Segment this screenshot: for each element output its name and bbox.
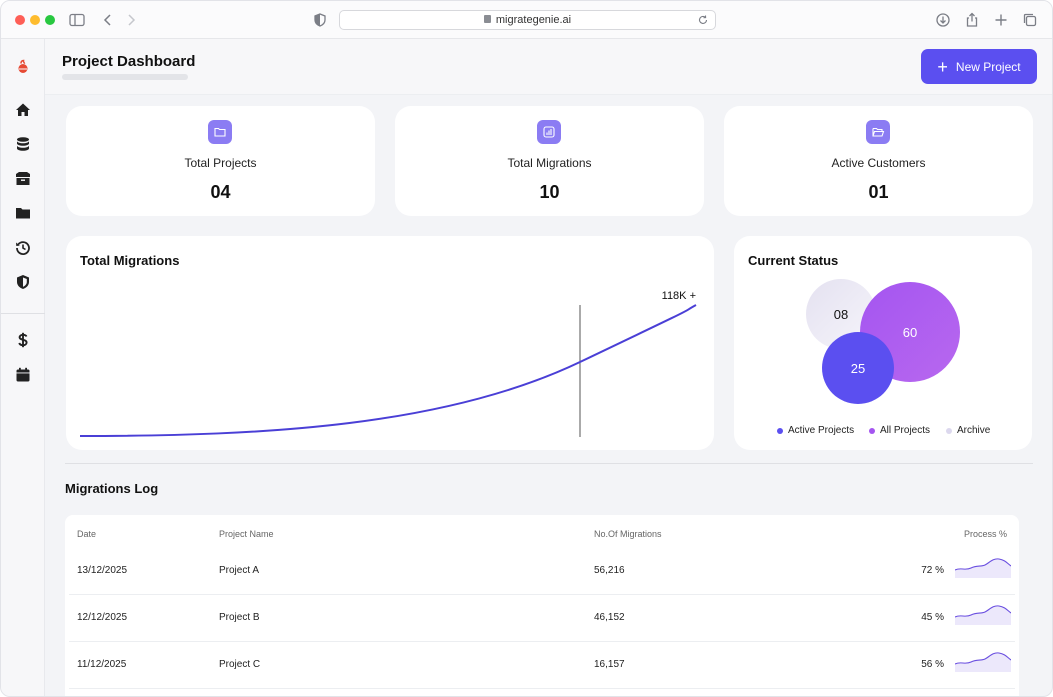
migrations-trend-line bbox=[79, 304, 697, 437]
stat-value: 01 bbox=[868, 182, 889, 202]
cell-process: 45 % bbox=[921, 612, 944, 623]
stat-label: Total Migrations bbox=[507, 156, 592, 170]
minimize-window-button[interactable] bbox=[30, 15, 40, 25]
sparkline bbox=[955, 558, 1011, 578]
cell-migrations: 56,216 bbox=[594, 565, 625, 576]
stat-card-total-migrations[interactable]: Total Migrations 10 bbox=[395, 106, 704, 216]
legend-label: All Projects bbox=[880, 425, 931, 436]
cell-project: Project C bbox=[219, 659, 261, 670]
sidebar-toggle-icon[interactable] bbox=[68, 11, 86, 29]
current-status-card: Current Status 08 60 25 Active Projects … bbox=[734, 236, 1032, 450]
table-row[interactable]: 11/12/2025 Project C 16,157 56 % bbox=[69, 642, 1015, 689]
database-icon[interactable] bbox=[14, 135, 32, 153]
column-header-migrations[interactable]: No.Of Migrations bbox=[594, 529, 662, 539]
download-icon[interactable] bbox=[934, 11, 952, 29]
sparkline bbox=[955, 605, 1011, 625]
dollar-icon[interactable] bbox=[14, 331, 32, 349]
url-text: migrategenie.ai bbox=[495, 14, 572, 26]
cell-date: 12/12/2025 bbox=[77, 612, 128, 623]
chart-peak-label: 118K + bbox=[662, 290, 696, 302]
new-project-button[interactable]: + New Project bbox=[921, 49, 1037, 84]
folder-open-icon bbox=[866, 120, 890, 144]
legend-active-projects: Active Projects bbox=[777, 425, 854, 436]
cell-project: Project B bbox=[219, 612, 260, 623]
legend-label: Archive bbox=[957, 425, 991, 436]
title-underline bbox=[62, 74, 188, 80]
column-header-date[interactable]: Date bbox=[77, 529, 97, 539]
total-migrations-chart-card: Total Migrations 118K + bbox=[66, 236, 714, 450]
forward-icon[interactable] bbox=[122, 11, 140, 29]
back-icon[interactable] bbox=[99, 11, 117, 29]
close-window-button[interactable] bbox=[15, 15, 25, 25]
shield-icon[interactable] bbox=[14, 273, 32, 291]
table-row[interactable]: 12/12/2025 Project B 46,152 45 % bbox=[69, 595, 1015, 642]
lock-icon bbox=[483, 15, 491, 23]
tabs-overview-icon[interactable] bbox=[1021, 11, 1039, 29]
plus-icon: + bbox=[937, 56, 948, 77]
cell-date: 13/12/2025 bbox=[77, 565, 128, 576]
stat-card-active-customers[interactable]: Active Customers 01 bbox=[724, 106, 1033, 216]
history-icon[interactable] bbox=[14, 239, 32, 257]
stat-label: Active Customers bbox=[831, 156, 926, 170]
cell-project: Project A bbox=[219, 565, 260, 576]
stat-label: Total Projects bbox=[184, 156, 257, 170]
sidebar bbox=[1, 39, 45, 696]
migrations-log-table: Date Project Name No.Of Migrations Proce… bbox=[65, 515, 1019, 696]
legend-archive: Archive bbox=[946, 425, 990, 436]
legend-all-projects: All Projects bbox=[869, 425, 930, 436]
cell-process: 56 % bbox=[921, 659, 944, 670]
migrations-log-title: Migrations Log bbox=[65, 481, 159, 496]
address-bar[interactable]: migrategenie.ai bbox=[339, 10, 716, 30]
cell-migrations: 16,157 bbox=[594, 659, 625, 670]
legend-dot bbox=[946, 427, 952, 434]
cell-migrations: 46,152 bbox=[594, 612, 625, 623]
legend-dot bbox=[777, 427, 783, 434]
stat-value: 04 bbox=[210, 182, 231, 202]
box-icon[interactable] bbox=[14, 170, 32, 188]
table-row[interactable]: 13/12/2025 Project A 56,216 72 % bbox=[69, 548, 1015, 595]
calendar-icon[interactable] bbox=[14, 366, 32, 384]
folder-icon[interactable] bbox=[14, 204, 32, 222]
chart-title: Total Migrations bbox=[80, 253, 180, 268]
column-header-process[interactable]: Process % bbox=[963, 529, 1007, 539]
share-icon[interactable] bbox=[963, 11, 981, 29]
maximize-window-button[interactable] bbox=[45, 15, 55, 25]
stat-card-total-projects[interactable]: Total Projects 04 bbox=[66, 106, 375, 216]
active-projects-bubble[interactable]: 25 bbox=[822, 332, 894, 404]
cell-date: 11/12/2025 bbox=[77, 659, 127, 670]
stat-value: 10 bbox=[539, 182, 560, 202]
legend-label: Active Projects bbox=[788, 425, 855, 436]
page-header: Project Dashboard + New Project bbox=[45, 39, 1052, 95]
migrations-line-chart: 118K + bbox=[79, 290, 697, 437]
new-project-label: New Project bbox=[955, 59, 1021, 74]
sparkline bbox=[955, 652, 1011, 672]
home-icon[interactable] bbox=[14, 101, 32, 119]
reload-icon[interactable] bbox=[697, 14, 709, 26]
sidebar-divider bbox=[1, 313, 45, 314]
folder-icon bbox=[208, 120, 232, 144]
column-header-project[interactable]: Project Name bbox=[219, 529, 274, 539]
section-divider bbox=[65, 463, 1033, 464]
browser-toolbar: migrategenie.ai bbox=[1, 1, 1052, 39]
logo-icon[interactable] bbox=[14, 57, 32, 75]
bar-chart-icon bbox=[537, 120, 561, 144]
legend-dot bbox=[869, 427, 875, 434]
privacy-shield-icon[interactable] bbox=[311, 11, 329, 29]
status-title: Current Status bbox=[748, 253, 839, 268]
cell-process: 72 % bbox=[921, 565, 944, 576]
page-title: Project Dashboard bbox=[62, 53, 196, 70]
new-tab-icon[interactable] bbox=[992, 11, 1010, 29]
